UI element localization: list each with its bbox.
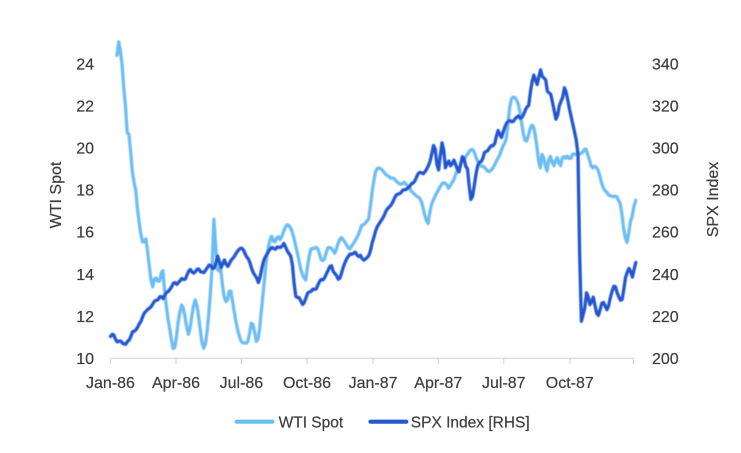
svg-text:18: 18 — [76, 183, 94, 200]
svg-text:340: 340 — [652, 56, 679, 73]
svg-text:Jan-87: Jan-87 — [349, 375, 398, 392]
svg-text:WTI Spot: WTI Spot — [279, 414, 344, 431]
svg-text:14: 14 — [76, 267, 94, 284]
svg-text:22: 22 — [76, 98, 94, 115]
svg-text:220: 220 — [652, 309, 679, 326]
svg-text:260: 260 — [652, 225, 679, 242]
svg-text:Jul-87: Jul-87 — [482, 375, 526, 392]
svg-text:240: 240 — [652, 267, 679, 284]
svg-text:Jan-86: Jan-86 — [86, 375, 135, 392]
svg-text:Oct-86: Oct-86 — [283, 375, 331, 392]
svg-text:200: 200 — [652, 351, 679, 368]
svg-text:20: 20 — [76, 141, 94, 158]
svg-text:16: 16 — [76, 225, 94, 242]
svg-text:WTI Spot: WTI Spot — [48, 161, 65, 228]
svg-text:Jul-86: Jul-86 — [220, 375, 264, 392]
svg-text:300: 300 — [652, 141, 679, 158]
svg-text:320: 320 — [652, 98, 679, 115]
svg-text:12: 12 — [76, 309, 94, 326]
svg-text:SPX Index [RHS]: SPX Index [RHS] — [411, 414, 530, 431]
svg-text:SPX Index: SPX Index — [705, 162, 722, 238]
svg-text:Oct-87: Oct-87 — [546, 375, 594, 392]
svg-text:280: 280 — [652, 183, 679, 200]
svg-text:24: 24 — [76, 56, 94, 73]
svg-text:10: 10 — [76, 351, 94, 368]
svg-text:Apr-86: Apr-86 — [152, 375, 200, 392]
svg-text:Apr-87: Apr-87 — [414, 375, 462, 392]
